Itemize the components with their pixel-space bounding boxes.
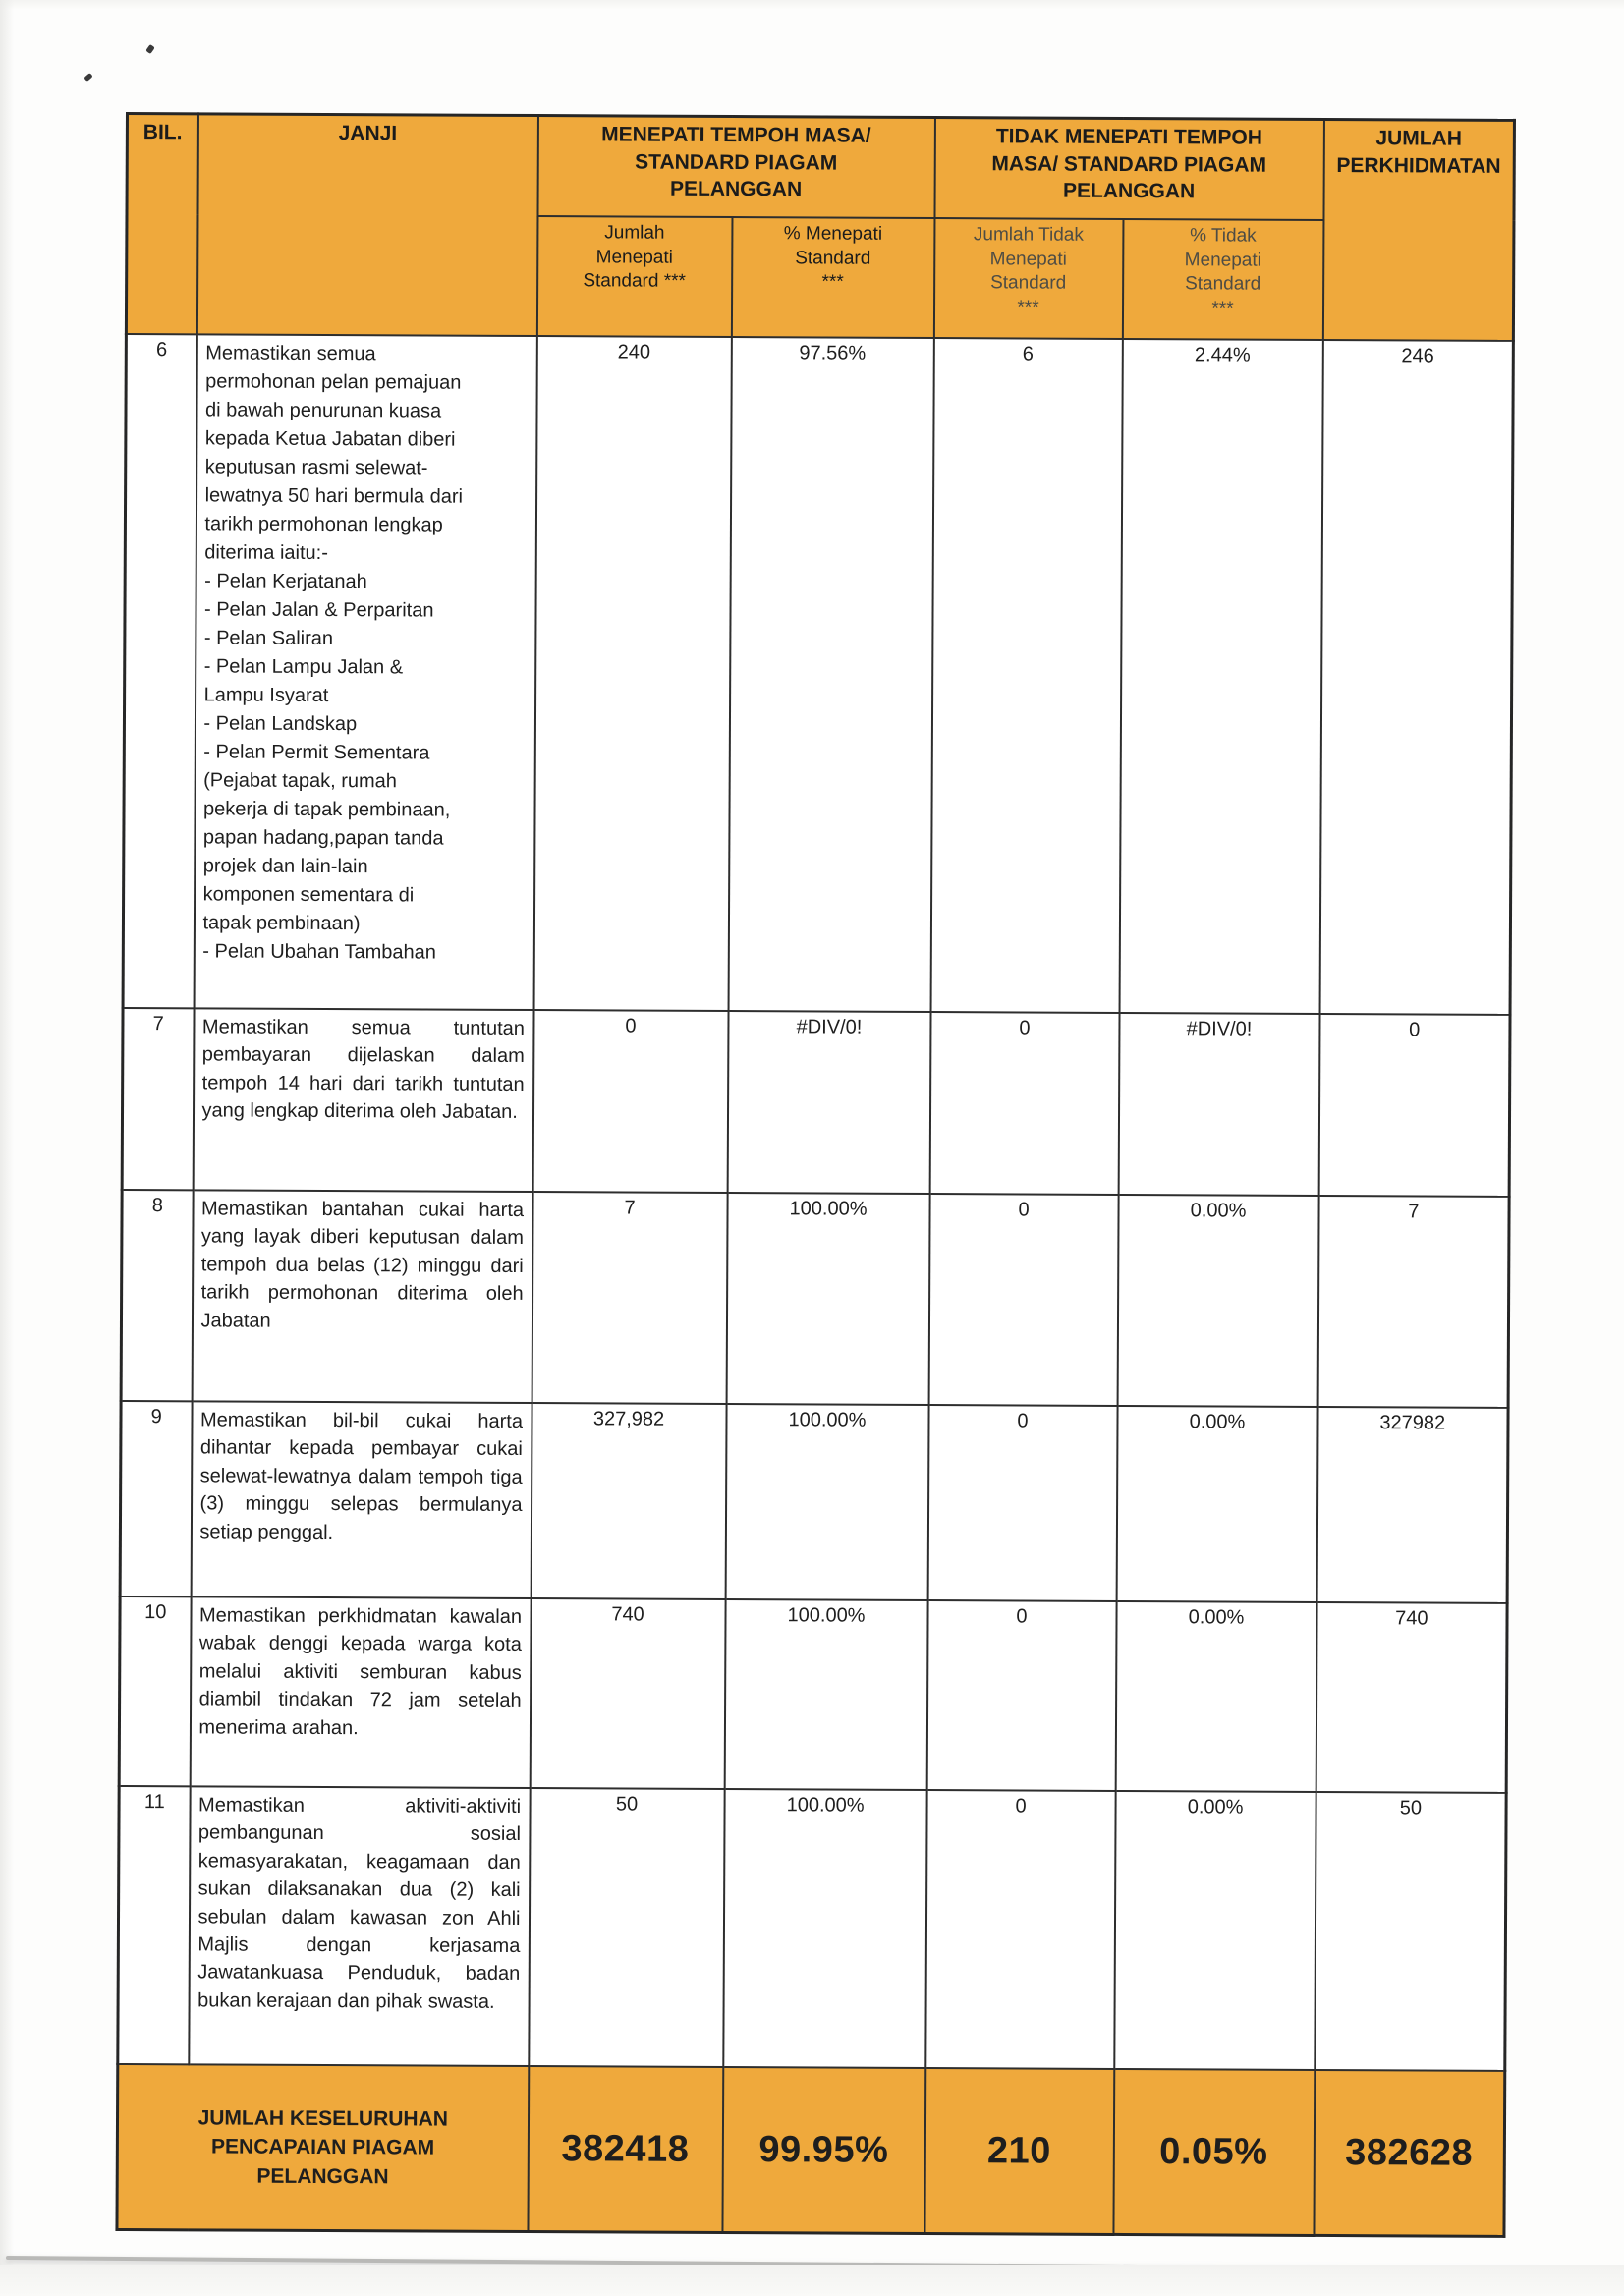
total-pct-tidak: 0.05% [1112, 2068, 1315, 2236]
col-header-jumlah-menepati: Jumlah Menepati Standard *** [536, 216, 732, 338]
total-label: JUMLAH KESELURUHAN PENCAPAIAN PIAGAM PEL… [116, 2063, 529, 2232]
pct-menepati-cell: 100.00% [724, 1598, 928, 1791]
col-header-janji: JANJI [196, 113, 538, 337]
janji-cell: Memastikan semua permohonan pelan pemaju… [194, 334, 537, 1011]
col-header-pct-menepati: % Menepati Standard *** [731, 217, 934, 339]
pct-menepati-cell: 97.56% [728, 337, 934, 1013]
pct-menepati-cell: #DIV/0! [727, 1011, 931, 1195]
jumlah-menepati-cell: 50 [528, 1788, 725, 2067]
jumlah-menepati-cell: 0 [532, 1010, 729, 1194]
piagam-pelanggan-table: BIL. JANJI MENEPATI TEMPOH MASA/ STANDAR… [115, 112, 1516, 2238]
table-row-10: 10 Memastikan perkhidmatan kawalan wabak… [119, 1596, 1508, 1793]
jumlah-tidak-cell: 0 [924, 1790, 1116, 2069]
jumlah-menepati-cell: 740 [530, 1598, 726, 1789]
pct-menepati-cell: 100.00% [725, 1404, 929, 1601]
jumlah-menepati-cell: 7 [532, 1192, 728, 1405]
table-body: 6 Memastikan semua permohonan pelan pema… [116, 334, 1514, 2237]
table-row-11: 11 Memastikan aktiviti-aktiviti pembangu… [117, 1785, 1507, 2071]
col-group-tidak-menepati: TIDAK MENEPATI TEMPOH MASA/ STANDARD PIA… [933, 117, 1324, 220]
janji-cell: Memastikan bantahan cukai harta yang lay… [192, 1190, 533, 1404]
pct-tidak-cell: #DIV/0! [1118, 1012, 1320, 1196]
jumlah-tidak-cell: 6 [930, 338, 1123, 1013]
table-wrap: BIL. JANJI MENEPATI TEMPOH MASA/ STANDAR… [115, 112, 1516, 2238]
jumlah-menepati-cell: 240 [533, 336, 732, 1012]
janji-cell: Memastikan semua tuntutan pembayaran dij… [193, 1008, 534, 1193]
jumlah-perkhidmatan-cell: 0 [1318, 1013, 1511, 1197]
jumlah-perkhidmatan-cell: 50 [1314, 1791, 1507, 2071]
ink-speck [84, 73, 93, 82]
scan-edge [0, 2265, 1624, 2296]
bil-cell: 9 [120, 1400, 193, 1597]
col-header-pct-tidak-menepati: % Tidak Menepati Standard *** [1122, 218, 1323, 340]
jumlah-tidak-cell: 0 [928, 1194, 1119, 1406]
jumlah-perkhidmatan-cell: 246 [1319, 339, 1514, 1015]
table-row-7: 7 Memastikan semua tuntutan pembayaran d… [122, 1007, 1511, 1197]
jumlah-tidak-cell: 0 [926, 1600, 1117, 1791]
total-pct-menepati: 99.95% [721, 2066, 925, 2234]
jumlah-perkhidmatan-cell: 7 [1317, 1195, 1510, 1408]
ink-speck [145, 44, 155, 54]
pct-tidak-cell: 0.00% [1116, 1405, 1318, 1602]
pct-tidak-cell: 0.00% [1117, 1194, 1319, 1407]
total-jumlah-tidak: 210 [924, 2068, 1114, 2235]
total-jumlah-menepati: 382418 [527, 2066, 723, 2233]
header-row-groups: BIL. JANJI MENEPATI TEMPOH MASA/ STANDAR… [126, 113, 1515, 341]
janji-cell: Memastikan perkhidmatan kawalan wabak de… [190, 1596, 532, 1789]
table-row-8: 8 Memastikan bantahan cukai harta yang l… [121, 1189, 1510, 1408]
bil-cell: 8 [121, 1189, 194, 1402]
col-header-bil: BIL. [126, 113, 198, 335]
jumlah-tidak-cell: 0 [929, 1012, 1120, 1195]
jumlah-tidak-cell: 0 [927, 1405, 1118, 1601]
bil-cell: 6 [123, 334, 197, 1009]
bil-cell: 11 [117, 1785, 191, 2065]
pct-tidak-cell: 2.44% [1119, 338, 1323, 1014]
table-row-6: 6 Memastikan semua permohonan pelan pema… [123, 334, 1514, 1015]
janji-cell: Memastikan bil-bil cukai harta dihantar … [191, 1401, 532, 1599]
table-header: BIL. JANJI MENEPATI TEMPOH MASA/ STANDAR… [126, 113, 1515, 341]
col-group-menepati: MENEPATI TEMPOH MASA/ STANDARD PIAGAM PE… [536, 115, 935, 219]
pct-menepati-cell: 100.00% [722, 1788, 927, 2069]
pct-tidak-cell: 0.00% [1115, 1600, 1317, 1792]
total-jumlah-perkhidmatan: 382628 [1313, 2069, 1505, 2237]
jumlah-perkhidmatan-cell: 740 [1316, 1601, 1508, 1793]
pct-menepati-cell: 100.00% [726, 1193, 930, 1406]
bil-cell: 7 [122, 1007, 195, 1191]
table-row-9: 9 Memastikan bil-bil cukai harta dihanta… [120, 1400, 1509, 1603]
pct-tidak-cell: 0.00% [1113, 1790, 1316, 2070]
total-row: JUMLAH KESELURUHAN PENCAPAIAN PIAGAM PEL… [116, 2063, 1505, 2237]
jumlah-menepati-cell: 327,982 [531, 1403, 727, 1599]
col-header-jumlah-tidak-menepati: Jumlah Tidak Menepati Standard *** [933, 218, 1123, 339]
bil-cell: 10 [119, 1596, 192, 1787]
jumlah-perkhidmatan-cell: 327982 [1316, 1406, 1509, 1603]
col-header-jumlah-perkhidmatan: JUMLAH PERKHIDMATAN [1322, 119, 1515, 341]
janji-cell: Memastikan aktiviti-aktiviti pembangunan… [188, 1786, 531, 2067]
